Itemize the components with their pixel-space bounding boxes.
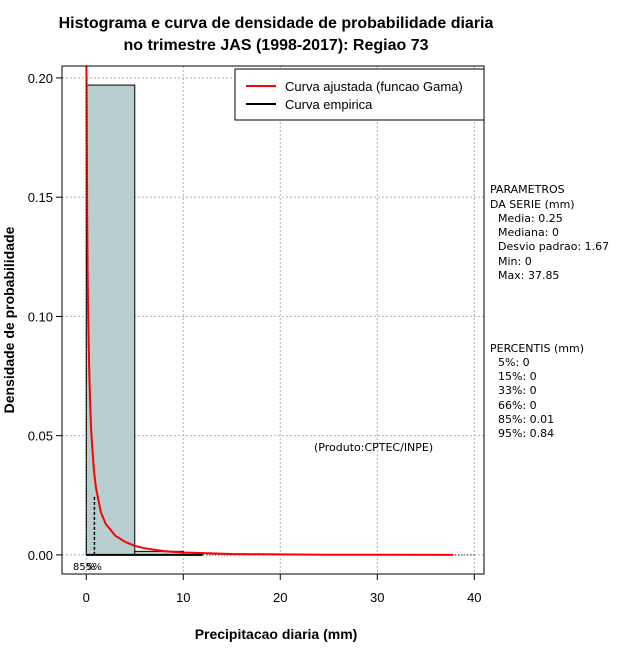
percentiles-block: PERCENTIS (mm) 5%: 0 15%: 0 33%: 0 66%: … bbox=[490, 342, 584, 440]
legend-label-empirical: Curva empirica bbox=[285, 97, 373, 112]
percentis-33: 33%: 0 bbox=[498, 384, 537, 397]
histogram-bar-0 bbox=[85, 84, 136, 556]
legend: Curva ajustada (funcao Gama) Curva empir… bbox=[234, 68, 485, 121]
y-tick-label-1: 0.05 bbox=[28, 429, 53, 444]
data-series bbox=[85, 66, 454, 556]
x-axis-label: Precipitacao diaria (mm) bbox=[195, 626, 358, 642]
parametros-header2: DA SERIE (mm) bbox=[490, 198, 575, 211]
percentis-5: 5%: 0 bbox=[498, 356, 530, 369]
y-axis-label: Densidade de probabilidade bbox=[1, 226, 17, 413]
chart-title-line2: no trimestre JAS (1998-2017): Regiao 73 bbox=[123, 37, 428, 54]
x-tick-label-0: 0 bbox=[83, 590, 90, 605]
percentile-marker-5: 5% bbox=[86, 562, 102, 573]
parametros-header1: PARAMETROS bbox=[490, 183, 565, 196]
y-tick-label-0: 0.00 bbox=[28, 548, 53, 563]
percentis-header: PERCENTIS (mm) bbox=[490, 342, 584, 355]
percentis-15: 15%: 0 bbox=[498, 370, 537, 383]
parametros-min: Min: 0 bbox=[498, 255, 532, 268]
parametros-max: Max: 37.85 bbox=[498, 269, 559, 282]
series-parameters: PARAMETROS DA SERIE (mm) Media: 0.25 Med… bbox=[490, 183, 609, 282]
parametros-desvio: Desvio padrao: 1.67 bbox=[498, 240, 609, 253]
y-tick-label-2: 0.10 bbox=[28, 309, 53, 324]
percentis-95: 95%: 0.84 bbox=[498, 427, 554, 440]
parametros-mediana: Mediana: 0 bbox=[498, 226, 559, 239]
plot-frame bbox=[61, 65, 485, 575]
legend-box bbox=[234, 68, 485, 121]
series-line-0 bbox=[85, 66, 454, 556]
percentile-marker-85: 85% bbox=[73, 562, 95, 573]
percentis-85: 85%: 0.01 bbox=[498, 413, 554, 426]
x-tick-label-1: 10 bbox=[176, 590, 190, 605]
axes: 0 10 20 30 40 0.00 0.05 0.10 0.15 0.20 bbox=[28, 65, 485, 605]
chart-title-line1: Histograma e curva de densidade de proba… bbox=[59, 15, 494, 32]
y-tick-label-4: 0.20 bbox=[28, 71, 53, 86]
x-tick-label-2: 20 bbox=[273, 590, 287, 605]
product-annotation: (Produto:CPTEC/INPE) bbox=[314, 441, 433, 454]
x-tick-label-4: 40 bbox=[467, 590, 481, 605]
percentis-66: 66%: 0 bbox=[498, 399, 537, 412]
y-tick-label-3: 0.15 bbox=[28, 190, 53, 205]
x-tick-label-3: 30 bbox=[370, 590, 384, 605]
legend-label-fitted: Curva ajustada (funcao Gama) bbox=[285, 79, 463, 94]
parametros-media: Media: 0.25 bbox=[498, 212, 563, 225]
